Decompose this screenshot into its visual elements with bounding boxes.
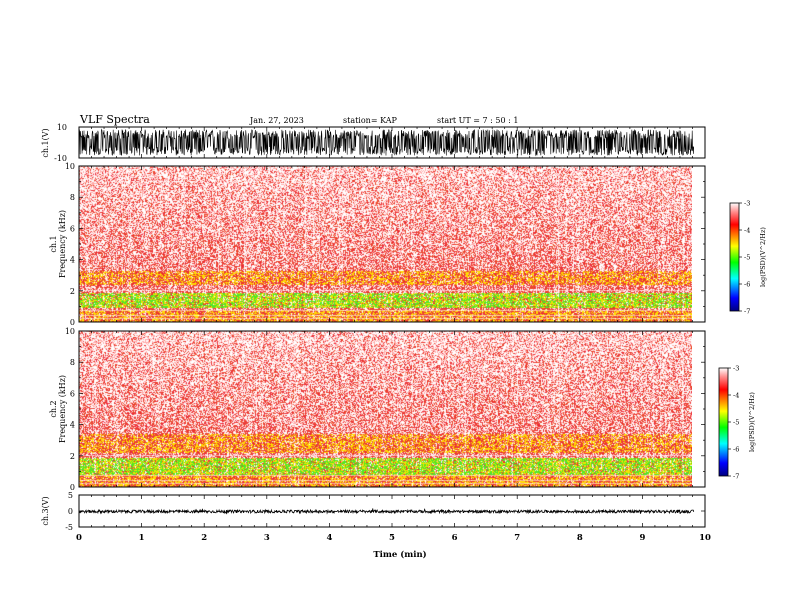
y-tick-label: 2	[70, 287, 75, 296]
colorbar-tick-label: -7	[744, 308, 750, 316]
ch2-colorbar-ticks: -3 -4 -5 -6 -7	[728, 365, 739, 481]
y-tick-label: 8	[70, 193, 75, 202]
ch1-spectrogram-ylabel-frequency: Frequency (kHz)	[58, 210, 67, 278]
y-tick-label: 4	[70, 256, 75, 265]
ch1-waveform-xticks	[78, 127, 706, 158]
x-tick-label: 7	[514, 533, 520, 543]
y-tick-label: 6	[70, 389, 75, 398]
x-tick-label: 6	[452, 533, 458, 543]
x-axis-label: Time (min)	[373, 549, 426, 560]
x-tick-label: 10	[699, 533, 711, 543]
x-tick-label: 4	[326, 533, 332, 543]
y-tick-label: -5	[65, 523, 73, 532]
x-tick-label: 9	[639, 533, 645, 543]
ch2-spectrogram-image	[79, 331, 692, 487]
ch1-colorbar-ticks: -3 -4 -5 -6 -7	[739, 200, 750, 316]
ch1-waveform-trace	[79, 128, 695, 157]
ch1-spectrogram-xticks	[78, 166, 706, 322]
ch3-waveform-trace	[79, 508, 695, 515]
ch3-waveform-ylabel: ch.3(V)	[41, 496, 50, 525]
ch1-spectrogram-yticks: 0 2 4 6 8 10	[65, 162, 705, 327]
ch1-ytick-top: 10	[57, 123, 67, 132]
ch1-ytick-bottom: -10	[54, 154, 67, 163]
ch2-spectrogram-xticks	[78, 331, 706, 487]
colorbar-tick-label: -5	[733, 419, 739, 427]
ch3-waveform-yticks: 5 0 -5	[65, 491, 705, 532]
y-tick-label: 0	[70, 483, 75, 492]
x-tick-label: 1	[139, 533, 145, 543]
ch1-colorbar: -3 -4 -5 -6 -7 log(PSD)(V^2/Hz)	[729, 200, 767, 316]
colorbar-tick-label: -5	[744, 254, 750, 262]
station-label: station= KAP	[343, 116, 398, 125]
x-tick-label: 2	[201, 533, 207, 543]
y-tick-label: 4	[70, 421, 75, 430]
waveform-line	[79, 508, 695, 515]
colorbar-tick-label: -4	[744, 227, 750, 235]
colorbar-tick-label: -6	[744, 281, 750, 289]
y-tick-label: 2	[70, 452, 75, 461]
colorbar-tick-label: -7	[733, 473, 739, 481]
y-tick-label: 0	[70, 318, 75, 327]
x-tick-label: 8	[577, 533, 583, 543]
figure-title: VLF Spectra	[79, 113, 150, 126]
ch2-colorbar-gradient	[718, 367, 729, 477]
ch3-waveform-xticks: 0 1 2 3 4 5 6 7 8 9 10	[76, 495, 711, 543]
y-tick-label: 10	[65, 162, 75, 171]
y-tick-label: 6	[70, 224, 75, 233]
waveform-line	[79, 128, 695, 157]
y-tick-label: 0	[68, 507, 73, 516]
ch1-spectrogram-panel: 0 2 4 6 8 10 ch.1 Frequency (kHz)	[49, 162, 706, 327]
ch1-colorbar-label: log(PSD)(V^2/Hz)	[759, 227, 767, 287]
ch2-spectrogram-ylabel-channel: ch.2	[49, 400, 58, 417]
ch2-spectrogram-yticks: 0 2 4 6 8 10	[65, 327, 705, 492]
y-tick-label: 10	[65, 327, 75, 336]
ch3-waveform-panel: 50-5 ch.3(V) 0 1 2 3 4 5 6 7 8 9 10	[41, 491, 711, 543]
start-time-label: start UT = 7 : 50 : 1	[437, 116, 518, 125]
x-tick-label: 0	[76, 533, 82, 543]
ch1-spectrogram-ylabel-channel: ch.1	[49, 235, 58, 252]
colorbar-tick-label: -6	[733, 446, 739, 454]
colorbar-tick-label: -4	[733, 392, 739, 400]
ch2-colorbar: -3 -4 -5 -6 -7 log(PSD)(V^2/Hz)	[718, 365, 756, 481]
colorbar-tick-label: -3	[744, 200, 750, 208]
colorbar-tick-label: -3	[733, 365, 739, 373]
x-tick-label: 5	[389, 533, 395, 543]
ch2-colorbar-label: log(PSD)(V^2/Hz)	[748, 392, 756, 452]
x-tick-label: 3	[264, 533, 270, 543]
ch1-waveform-panel: 10 -10 ch.1(V)	[41, 123, 706, 163]
ch2-spectrogram-ylabel-frequency: Frequency (kHz)	[58, 375, 67, 443]
ch1-spectrogram-image	[79, 166, 692, 322]
ch1-colorbar-gradient	[729, 202, 740, 312]
y-tick-label: 8	[70, 358, 75, 367]
ch1-waveform-ylabel: ch.1(V)	[41, 128, 50, 157]
y-tick-label: 5	[68, 491, 73, 500]
ch2-spectrogram-panel: 0 2 4 6 8 10 ch.2 Frequency (kHz)	[49, 327, 706, 492]
date-label: Jan. 27, 2023	[249, 116, 304, 125]
